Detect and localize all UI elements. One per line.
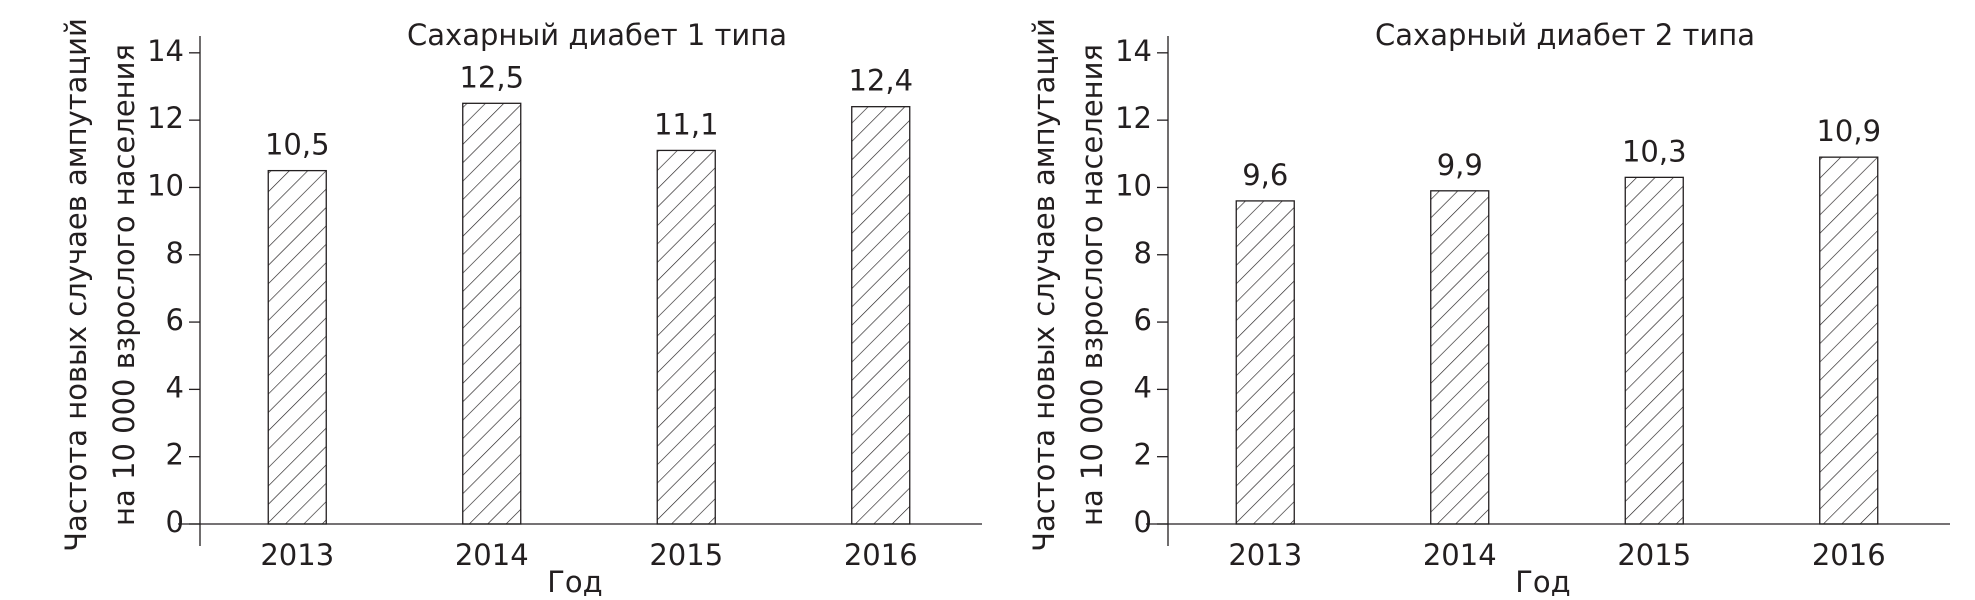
y-tick-label: 14: [147, 34, 184, 68]
y-tick-label: 10: [147, 168, 184, 202]
y-axis-label: на 10 000 взрослого населения: [107, 44, 141, 526]
y-tick-label: 10: [1115, 168, 1152, 202]
chart-title: Сахарный диабет 1 типа: [407, 18, 787, 52]
bar: [851, 106, 911, 525]
bar: [1624, 176, 1684, 525]
x-axis-label: Год: [1515, 565, 1570, 599]
x-tick-label: 2013: [1228, 538, 1302, 572]
bar: [1819, 156, 1879, 525]
chart-title: Сахарный диабет 2 типа: [1375, 18, 1755, 52]
data-label: 9,6: [1242, 158, 1288, 192]
y-tick-label: 2: [1134, 438, 1152, 472]
x-tick-label: 2014: [1423, 538, 1497, 572]
x-axis-label: Год: [547, 565, 602, 599]
y-axis-label: Частота новых случаев ампутаций: [59, 18, 93, 552]
y-tick-label: 8: [1134, 236, 1152, 270]
x-tick-label: 2015: [649, 538, 723, 572]
y-tick-label: 2: [166, 438, 184, 472]
bar: [267, 169, 327, 525]
data-label: 10,3: [1622, 134, 1687, 168]
data-label: 12,5: [459, 60, 524, 94]
y-tick-label: 14: [1115, 34, 1152, 68]
y-tick-label: 8: [166, 236, 184, 270]
y-tick-label: 0: [1134, 505, 1152, 539]
y-tick-label: 4: [1134, 370, 1152, 404]
bar: [1235, 200, 1295, 525]
chart-panel: Сахарный диабет 1 типа Частота новых случ…: [59, 18, 982, 599]
y-axis-label: Частота новых случаев ампутаций: [1027, 18, 1061, 552]
x-tick-label: 2016: [844, 538, 918, 572]
x-tick-label: 2015: [1617, 538, 1691, 572]
data-label: 10,5: [265, 128, 330, 162]
y-tick-label: 0: [166, 505, 184, 539]
data-label: 11,1: [654, 107, 719, 141]
bar: [1430, 190, 1490, 525]
y-axis-label: на 10 000 взрослого населения: [1075, 44, 1109, 526]
y-tick-label: 12: [1115, 101, 1152, 135]
y-tick-label: 6: [1134, 303, 1152, 337]
y-tick-label: 6: [166, 303, 184, 337]
data-label: 9,9: [1437, 148, 1483, 182]
y-tick-label: 4: [166, 370, 184, 404]
bar: [462, 102, 522, 525]
x-tick-label: 2013: [260, 538, 334, 572]
x-tick-label: 2016: [1812, 538, 1886, 572]
bar: [656, 149, 716, 525]
y-tick-label: 12: [147, 101, 184, 135]
x-tick-label: 2014: [455, 538, 529, 572]
chart-panel: Сахарный диабет 2 типа Частота новых случ…: [1027, 18, 1950, 599]
data-label: 12,4: [848, 64, 913, 98]
data-label: 10,9: [1816, 114, 1881, 148]
